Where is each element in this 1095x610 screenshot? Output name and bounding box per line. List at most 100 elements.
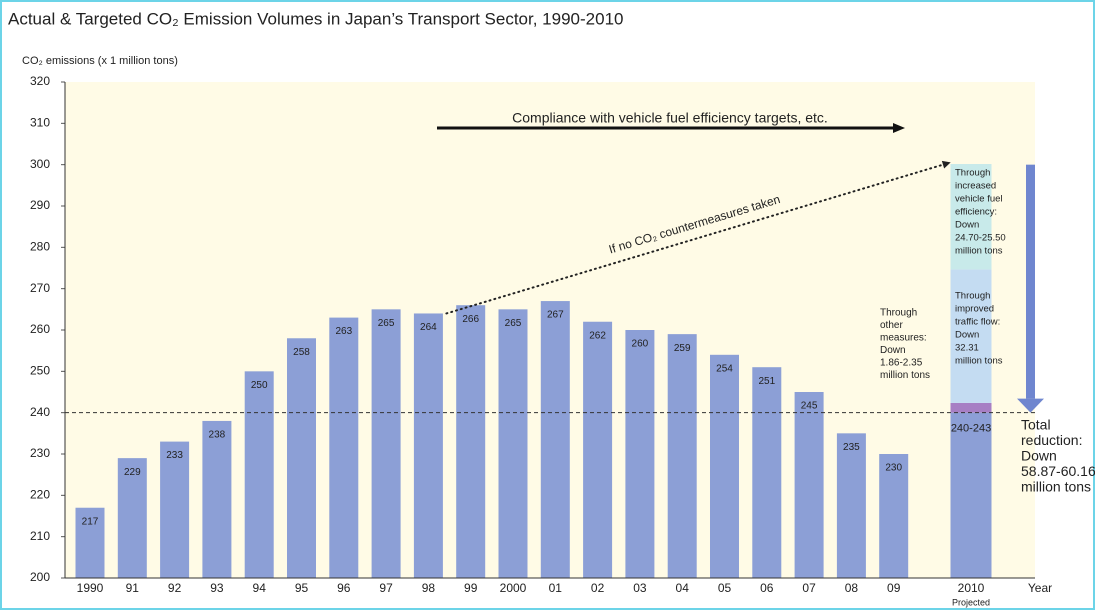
bar-value-label: 264 [420, 322, 437, 333]
note-line: 32.31 [955, 343, 979, 354]
bar [498, 309, 528, 578]
y-tick-label: 280 [30, 240, 50, 254]
x-tick-label: 02 [591, 581, 605, 595]
bar-value-label: 259 [674, 343, 691, 354]
x-tick-label: 1990 [77, 581, 104, 595]
note-line: reduction: [1021, 432, 1082, 448]
bar-value-label: 235 [843, 442, 860, 453]
projected-segment [950, 412, 992, 578]
bar-value-label: 250 [251, 380, 268, 391]
note-line: traffic flow: [955, 317, 1000, 328]
note-line: measures: [880, 333, 927, 344]
y-tick-label: 220 [30, 488, 50, 502]
bar [160, 441, 190, 578]
note-line: other [880, 320, 903, 331]
trend-line [445, 163, 944, 315]
note-line: 1.86-2.35 [880, 358, 923, 369]
bar [287, 338, 316, 578]
x-tick-label: 01 [549, 581, 563, 595]
x-tick-label: 03 [633, 581, 647, 595]
x-tick-label: 93 [210, 581, 224, 595]
bar-value-label: 265 [378, 318, 395, 329]
bar-value-label: 266 [462, 314, 479, 325]
y-tick-label: 260 [30, 322, 50, 336]
bar [836, 433, 866, 578]
bar [371, 309, 401, 578]
bar-value-label: 265 [505, 318, 522, 329]
note-line: 24.70-25.50 [955, 233, 1006, 244]
projected-segment [950, 402, 992, 413]
projected-note: Projected [952, 597, 990, 607]
bar [244, 371, 274, 578]
projected-segment [950, 164, 992, 270]
note-line: Through [955, 291, 990, 302]
y-tick-label: 250 [30, 364, 50, 378]
bar [710, 354, 739, 578]
chart-title: Actual & Targeted CO₂ Emission Volumes i… [8, 9, 623, 28]
trend-arrow-head [941, 160, 951, 169]
note-line: Down [955, 330, 979, 341]
note-line: Through [880, 308, 917, 319]
bar [752, 367, 782, 578]
bar [879, 454, 909, 578]
bar [794, 392, 824, 578]
bar-value-label: 251 [758, 376, 775, 387]
bar-value-label: 217 [82, 516, 99, 527]
y-tick-label: 310 [30, 116, 50, 130]
segment-label: 240-243 [951, 423, 991, 435]
bar [540, 301, 570, 578]
note-line: Down [955, 220, 979, 231]
x-tick-label: 09 [887, 581, 901, 595]
bar-value-label: 229 [124, 467, 141, 478]
x-tick-label: 96 [337, 581, 351, 595]
note-line: Down [880, 345, 906, 356]
x-tick-label: 98 [422, 581, 436, 595]
x-tick-label: 99 [464, 581, 478, 595]
note-line: million tons [880, 370, 930, 381]
projected-label: 2010 [958, 581, 985, 595]
bar [202, 420, 232, 578]
x-tick-label: 06 [760, 581, 774, 595]
y-tick-label: 230 [30, 446, 50, 460]
x-tick-label: 91 [126, 581, 140, 595]
note-line: Total [1021, 417, 1051, 433]
note-line: million tons [955, 246, 1003, 257]
bar [583, 321, 613, 578]
bar [75, 507, 105, 578]
arrow-head [893, 123, 905, 133]
x-tick-label: 08 [845, 581, 859, 595]
y-tick-label: 290 [30, 198, 50, 212]
bar [625, 330, 655, 578]
bar-value-label: 263 [335, 326, 352, 337]
y-axis-label: CO₂ emissions (x 1 million tons) [22, 55, 178, 67]
x-tick-label: 2000 [500, 581, 527, 595]
note-line: vehicle fuel [955, 194, 1003, 205]
y-tick-label: 240 [30, 405, 50, 419]
bar-value-label: 230 [885, 463, 902, 474]
bar-value-label: 245 [801, 401, 818, 412]
note-line: Down [1021, 448, 1057, 464]
bar-value-label: 260 [632, 339, 649, 350]
x-tick-label: 92 [168, 581, 182, 595]
bar [329, 317, 359, 578]
x-tick-label: 94 [253, 581, 267, 595]
bar-value-label: 267 [547, 310, 564, 321]
projected-segment [950, 269, 992, 403]
x-tick-label: 04 [676, 581, 690, 595]
bar-value-label: 233 [166, 450, 183, 461]
y-tick-label: 210 [30, 529, 50, 543]
note-line: million tons [1021, 479, 1091, 495]
y-tick-label: 270 [30, 281, 50, 295]
x-tick-label: 95 [295, 581, 309, 595]
note-line: increased [955, 181, 996, 192]
x-tick-label: 97 [379, 581, 393, 595]
bar-value-label: 258 [293, 347, 310, 358]
note-line: efficiency: [955, 207, 997, 218]
note-line: Through [955, 168, 990, 179]
bar-value-label: 262 [589, 330, 606, 341]
x-tick-label: 05 [718, 581, 732, 595]
y-tick-label: 300 [30, 157, 50, 171]
note-line: improved [955, 304, 994, 315]
x-tick-label: 07 [802, 581, 816, 595]
